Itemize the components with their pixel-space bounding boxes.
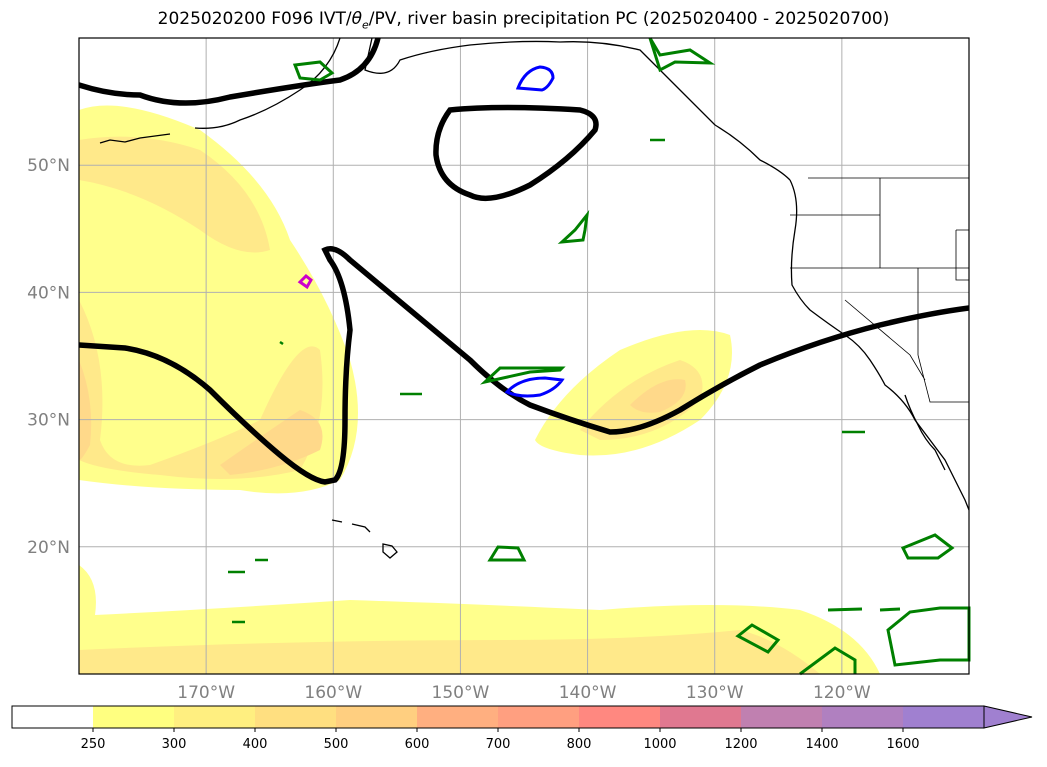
precip-contour-gulf <box>557 209 590 244</box>
colorbar-swatch <box>741 706 823 728</box>
colorbar-swatch <box>579 706 661 728</box>
map-frame <box>78 37 970 675</box>
ivt-core-center <box>220 410 323 475</box>
state-borders <box>790 177 969 403</box>
ivt-core-east <box>630 379 686 413</box>
lon-tick-label: 150°W <box>432 683 490 703</box>
lon-tick-label: 140°W <box>559 683 617 703</box>
coastline-baja <box>904 394 946 471</box>
colorbar-tick-label: 250 <box>81 737 106 752</box>
theta-contour-loop <box>433 104 599 202</box>
precip-contour-nw <box>292 60 335 82</box>
ivt-band-south-inner <box>79 630 820 674</box>
coastline-aleutians <box>99 133 171 144</box>
theta-contour-wave <box>79 246 969 485</box>
colorbar-swatch <box>903 706 985 728</box>
precip-contour-south-1 <box>735 623 781 654</box>
lat-tick-label: 50°N <box>27 156 70 176</box>
colorbar-tick-label: 1600 <box>886 737 919 752</box>
lat-axis-labels: 50°N 40°N 30°N 20°N <box>27 156 70 558</box>
colorbar-swatch <box>822 706 904 728</box>
colorbar-tick-label: 700 <box>486 737 511 752</box>
lat-tick-label: 40°N <box>27 283 70 303</box>
precip-contours <box>228 37 971 676</box>
lon-tick-label: 160°W <box>304 683 362 703</box>
colorbar-tick-label: 600 <box>405 737 430 752</box>
ivt-core-west <box>79 360 92 460</box>
pv-contour-central <box>504 376 565 398</box>
colorbar-swatch <box>417 706 499 728</box>
ivt-plume-central <box>79 300 323 479</box>
precip-contour-central <box>479 366 566 385</box>
lon-axis-labels: 170°W 160°W 150°W 140°W 130°W 120°W <box>177 683 871 703</box>
precip-contour-south-2 <box>799 646 857 676</box>
colorbar-swatch <box>660 706 742 728</box>
colorbar-tick-label: 1400 <box>805 737 838 752</box>
map-gridlines <box>79 38 969 674</box>
lon-tick-label: 120°W <box>813 683 871 703</box>
colorbar-tick-label: 1000 <box>643 737 676 752</box>
theta-contours <box>79 38 969 485</box>
lat-tick-label: 20°N <box>27 538 70 558</box>
precip-contour-south-central <box>487 545 527 562</box>
colorbar-swatch <box>12 706 94 728</box>
colorbar-swatch <box>336 706 418 728</box>
theta-contour-north <box>79 38 381 106</box>
precip-contour-alaska <box>648 37 716 73</box>
colorbar: 250 300 400 500 600 700 800 1000 1200 1400 1600 <box>11 705 1033 752</box>
lon-tick-label: 130°W <box>686 683 744 703</box>
colorbar-tick-label: 800 <box>567 737 592 752</box>
colorbar-tick-label: 300 <box>162 737 187 752</box>
coastline-north-america-west <box>789 179 969 511</box>
map-title: 2025020200 F096 IVT/θe/PV, river basin p… <box>157 9 890 32</box>
colorbar-swatch <box>174 706 256 728</box>
lon-tick-label: 170°W <box>177 683 235 703</box>
precip-contour-east-1 <box>900 533 955 560</box>
colorbar-swatch <box>93 706 175 728</box>
colorbar-swatch <box>498 706 580 728</box>
coastlines <box>99 38 969 559</box>
pv-contours <box>297 65 565 398</box>
colorbar-extend-arrow <box>983 705 1033 729</box>
precip-contour-south-3 <box>827 607 901 612</box>
ivt-shading <box>79 105 880 674</box>
lat-tick-label: 30°N <box>27 411 70 431</box>
colorbar-tick-label: 1200 <box>724 737 757 752</box>
precip-contour-east-2 <box>886 606 971 667</box>
colorbar-tick-label: 500 <box>324 737 349 752</box>
colorbar-swatch <box>255 706 337 728</box>
coastline-hawaii <box>331 519 398 559</box>
precip-contour-small <box>228 138 865 624</box>
pv-contour-north <box>515 65 555 92</box>
pv-contour-magenta <box>297 273 313 290</box>
colorbar-tick-label: 400 <box>243 737 268 752</box>
